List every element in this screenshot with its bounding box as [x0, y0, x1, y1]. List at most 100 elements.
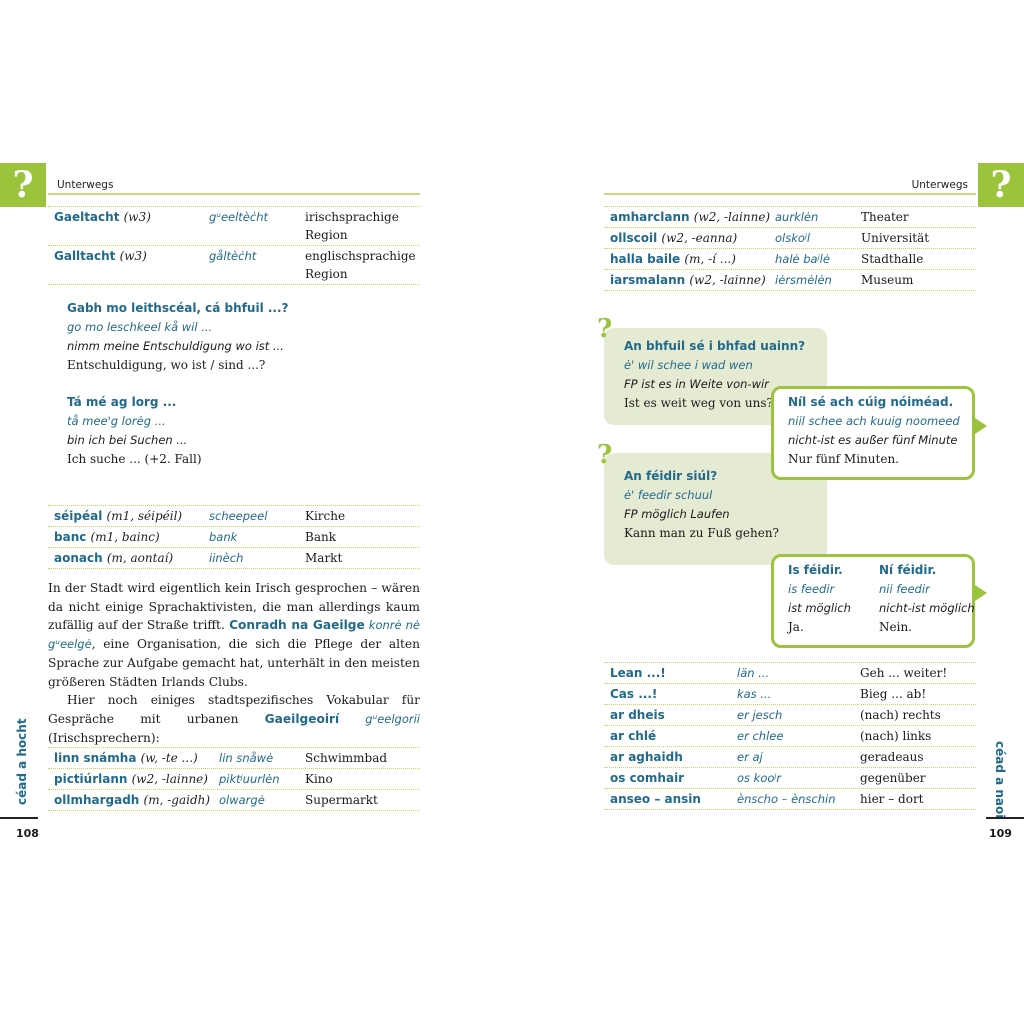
phrase-block: Gabh mo leithscéal, cá bhfuil ...? go mo… [67, 299, 289, 375]
pronunciation: konrė nė gᵘeelgė [48, 618, 421, 652]
irish-word: pictiúrlann [54, 772, 128, 786]
grammar-info: (m1, bainc) [90, 530, 160, 544]
pronunciation: piktʲuurlėn [219, 772, 280, 786]
phrase-literal: nicht-ist es außer fünf Minute [788, 433, 958, 447]
german-translation: Kino [305, 772, 333, 786]
table-row: ollmhargadh (m, -gaidh) olwargė Supermarkt [48, 790, 420, 811]
vocab-table: linn snámha (w, -te ...) lin snåwė Schwimm… [48, 747, 420, 811]
german-translation: Museum [861, 273, 914, 287]
irish-word: ar aghaidh [610, 750, 683, 764]
irish-term: pictiúrlann (w2, -lainne) [54, 770, 208, 788]
pronunciation: os kooʲr [737, 771, 782, 785]
german-translation: hier – dort [860, 792, 924, 806]
grammar-info: (m, -í ...) [684, 252, 736, 266]
german-translation: Universität [861, 231, 930, 245]
phrase-literal: ist möglich [788, 601, 851, 615]
header-rule [48, 193, 420, 195]
irish-term: Conradh na Gaeilge [229, 618, 365, 633]
irish-word: Gaeltacht [54, 210, 120, 224]
pronunciation: ènscho – ènschin [737, 792, 836, 806]
phrase-german: Ist es weit weg von uns? [624, 396, 773, 410]
phrase-irish: An féidir siúl? [624, 469, 718, 483]
table-row: anseo – ansin ènscho – ènschin hier – dor… [604, 789, 976, 810]
pronunciation: er jesch [737, 708, 783, 722]
text: , eine Organisation, die sich die Pflege… [48, 637, 420, 689]
irish-word: ollmhargadh [54, 793, 140, 807]
phrase-literal: bin ich bei Suchen ... [67, 433, 188, 447]
german-translation: Stadthalle [861, 252, 924, 266]
irish-word: aonach [54, 551, 103, 565]
german-translation: englischsprachige Region [305, 249, 416, 281]
irish-term: Gaeltacht (w3) [54, 208, 151, 226]
phrase-german: Entschuldigung, wo ist / sind ...? [67, 358, 266, 372]
vocab-table: séipéal (m1, séipéil) scheepeel Kirche banc… [48, 505, 420, 569]
text: In der Stadt wird eigentlich kein Irisch… [48, 581, 420, 633]
page-word: céad a hocht [15, 718, 29, 805]
table-row: linn snámha (w, -te ...) lin snåwė Schwimm… [48, 747, 420, 769]
grammar-info: (m, aontaí) [106, 551, 174, 565]
phrase-pronunciation: ė' wil schee i wad wen [624, 358, 753, 372]
german-translation: Bieg ... ab! [860, 687, 927, 701]
irish-term: Gaeilgeoirí [264, 711, 340, 726]
phrase-irish: Níl sé ach cúig nóiméad. [788, 395, 954, 409]
irish-term: halla baile (m, -í ...) [610, 250, 736, 268]
german-translation: gegenüber [860, 771, 926, 785]
phrase-literal: nicht-ist möglich [879, 601, 975, 615]
phrase-block: An bhfuil sé i bhfad uainn? ė' wil schee… [624, 337, 805, 413]
table-row: amharclann (w2, -lainne) aurklėn Theater [604, 206, 976, 228]
bubble-tail [975, 585, 987, 601]
speech-bubble-answer [771, 386, 975, 480]
phrase-german: Nur fünf Minuten. [788, 452, 899, 466]
grammar-info: (m1, séipéil) [106, 509, 183, 523]
irish-term: amharclann (w2, -lainne) [610, 208, 770, 226]
question-mark-icon: ? [0, 163, 46, 207]
pronunciation: lin snåwė [219, 751, 274, 765]
irish-term: ar aghaidh [610, 748, 683, 766]
irish-word: anseo – ansin [610, 792, 701, 806]
pronunciation: scheepeel [209, 509, 268, 523]
grammar-info: (m, -gaidh) [143, 793, 211, 807]
grammar-info: (w3) [123, 210, 151, 224]
irish-term: séipéal (m1, séipéil) [54, 507, 182, 525]
table-row: iarsmalann (w2, -lainne) iėrsmėlėn Museum [604, 270, 976, 291]
phrase-pronunciation: nii feedir [879, 582, 930, 596]
pronunciation: olwargė [219, 793, 265, 807]
irish-word: Galltacht [54, 249, 116, 263]
vocab-table: Lean ...! län ... Geh ... weiter! Cas ...!… [604, 662, 976, 810]
phrase-pronunciation: tå mee'g lorėg ... [67, 414, 166, 428]
irish-word: Lean ...! [610, 666, 666, 680]
question-mark-icon: ? [597, 314, 613, 344]
phrase-block: Níl sé ach cúig nóiméad. niil schee ach … [788, 393, 960, 469]
phrase-pronunciation: ė' feedir schuul [624, 488, 713, 502]
phrase-block: Is féidir. is feedir ist möglich Ja. [788, 561, 851, 637]
pronunciation: iėrsmėlėn [775, 273, 832, 287]
irish-term: ar chlé [610, 727, 656, 745]
question-mark-icon: ? [978, 163, 1024, 207]
grammar-info: (w2, -eanna) [661, 231, 738, 245]
table-row: os comhair os kooʲr gegenüber [604, 768, 976, 789]
text: (Irischsprechern): [48, 730, 160, 745]
table-row: ollscoil (w2, -eanna) olskoʲl Universität [604, 228, 976, 249]
body-text: In der Stadt wird eigentlich kein Irisch… [48, 579, 420, 747]
table-row: halla baile (m, -í ...) halė baʲlė Stadtha… [604, 249, 976, 270]
german-translation: Theater [861, 210, 909, 224]
german-translation: (nach) rechts [860, 708, 941, 722]
bubble-tail [975, 418, 987, 434]
irish-word: amharclann [610, 210, 690, 224]
phrase-german: Ich suche ... (+2. Fall) [67, 452, 202, 466]
irish-word: iarsmalann [610, 273, 686, 287]
table-row: ar dheis er jesch (nach) rechts [604, 705, 976, 726]
phrase-pronunciation: go mo leschkeel kå wil ... [67, 320, 213, 334]
german-translation: irischsprachige Region [305, 210, 399, 242]
pronunciation: halė baʲlė [775, 252, 830, 266]
pronunciation: gåltèċht [209, 249, 257, 263]
phrase-german: Ja. [788, 620, 804, 634]
page-number: 108 [16, 827, 39, 840]
phrase-irish: An bhfuil sé i bhfad uainn? [624, 339, 806, 353]
irish-word: linn snámha [54, 751, 137, 765]
irish-term: Galltacht (w3) [54, 247, 147, 265]
grammar-info: (w2, -lainne) [131, 772, 208, 786]
german-translation: Geh ... weiter! [860, 666, 948, 680]
phrase-pronunciation: niil schee ach kuuig noomeed [788, 414, 960, 428]
irish-term: ollscoil (w2, -eanna) [610, 229, 737, 247]
